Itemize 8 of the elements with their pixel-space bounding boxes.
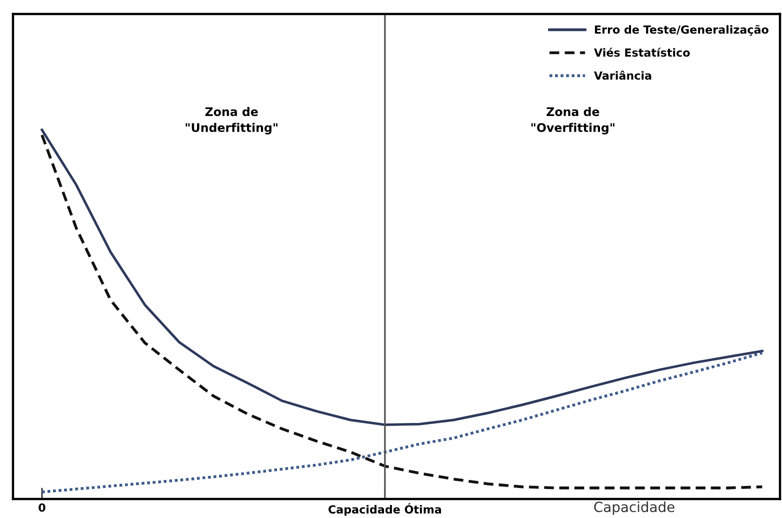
annotation: Zona de "Underfitting": [186, 106, 278, 134]
x-tick-label: Capacidade Ótima: [328, 503, 442, 516]
x-axis-title: Capacidade: [594, 501, 674, 515]
legend-label: Viés Estatístico: [594, 48, 690, 57]
legend-label: Erro de Teste/Generalização: [594, 24, 768, 36]
legend-label: Variância: [594, 70, 652, 80]
x-tick-label: 0: [38, 503, 46, 512]
annotation: Zona de "Overfitting": [531, 106, 614, 134]
